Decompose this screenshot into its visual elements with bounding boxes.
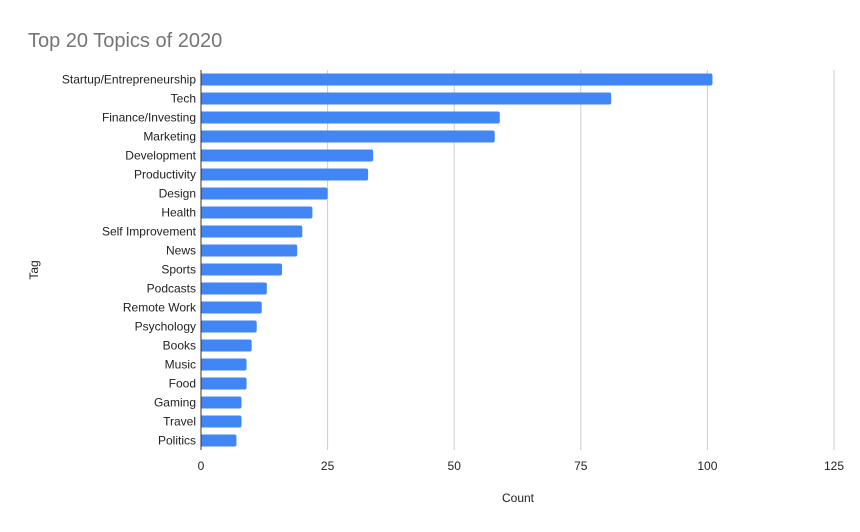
category-label: Politics — [158, 434, 196, 448]
x-tick-label: 0 — [198, 459, 205, 473]
bar-self-improvement — [201, 225, 303, 238]
category-label: Sports — [161, 263, 196, 277]
category-label: Health — [161, 206, 196, 220]
bar-tech — [201, 92, 612, 105]
category-label: Design — [159, 187, 196, 201]
x-tick-label: 25 — [321, 459, 335, 473]
bar-marketing — [201, 130, 495, 143]
category-label: Remote Work — [123, 301, 197, 315]
y-axis-title: Tag — [27, 260, 41, 279]
bar-remote-work — [201, 301, 262, 314]
x-tick-labels: 0 25 50 75 100 125 — [198, 459, 845, 473]
x-axis-title: Count — [502, 491, 535, 505]
bar-health — [201, 206, 313, 219]
x-tick-label: 50 — [448, 459, 462, 473]
chart-title: Top 20 Topics of 2020 — [28, 30, 222, 52]
bar-development — [201, 149, 374, 162]
x-tick-label: 125 — [824, 459, 844, 473]
category-label: Travel — [163, 415, 196, 429]
x-tick-label: 100 — [697, 459, 717, 473]
bar-design — [201, 187, 328, 200]
category-label: Music — [165, 358, 196, 372]
bar-politics — [201, 434, 237, 447]
category-label: Productivity — [134, 168, 196, 182]
gridlines — [327, 70, 835, 450]
bar-podcasts — [201, 282, 267, 295]
bar-books — [201, 339, 252, 352]
category-label: Self Improvement — [102, 225, 197, 239]
category-label: Finance/Investing — [102, 111, 196, 125]
category-label: Psychology — [135, 320, 196, 334]
bar-psychology — [201, 320, 257, 333]
category-label: Startup/Entrepreneurship — [62, 73, 196, 87]
bar-gaming — [201, 396, 242, 409]
bar-productivity — [201, 168, 369, 181]
bar-news — [201, 244, 298, 257]
category-label: Gaming — [154, 396, 196, 410]
category-label: Podcasts — [147, 282, 196, 296]
bar-travel — [201, 415, 242, 428]
category-label: Books — [163, 339, 196, 353]
bar-sports — [201, 263, 283, 276]
bar-startup-entrepreneurship — [201, 73, 713, 86]
category-labels: Startup/Entrepreneurship Tech Finance/Inve… — [62, 73, 197, 448]
category-label: Food — [169, 377, 196, 391]
x-tick-label: 75 — [574, 459, 588, 473]
bars — [201, 73, 713, 447]
bar-finance-investing — [201, 111, 500, 124]
category-label: Development — [125, 149, 196, 163]
bar-music — [201, 358, 247, 371]
bar-food — [201, 377, 247, 390]
category-label: News — [166, 244, 196, 258]
category-label: Marketing — [143, 130, 196, 144]
category-label: Tech — [171, 92, 196, 106]
